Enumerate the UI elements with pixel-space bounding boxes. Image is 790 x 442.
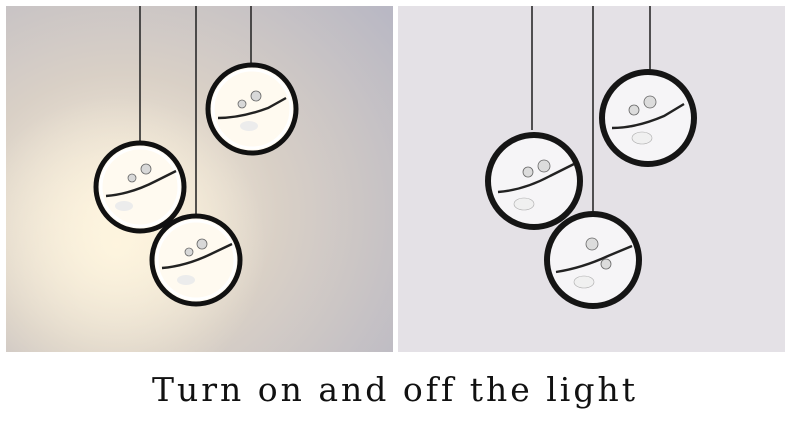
blossom: [250, 90, 262, 102]
lamp-ring: [485, 132, 583, 230]
blossom: [127, 173, 137, 183]
bird: [631, 131, 653, 145]
caption-text: Turn on and off the light: [151, 370, 638, 409]
branch: [611, 102, 685, 130]
photo-light-off: [398, 6, 785, 352]
branch: [497, 162, 575, 194]
bird: [573, 275, 595, 289]
blossom: [196, 238, 208, 250]
branch: [555, 244, 633, 274]
blossom: [522, 166, 534, 178]
pendant-lamps-on-image: [6, 6, 393, 352]
photo-light-on: [6, 6, 393, 352]
branch: [217, 96, 287, 120]
branch: [105, 169, 177, 198]
bird: [115, 201, 133, 211]
lamp-ring: [205, 62, 299, 156]
blossom: [643, 95, 657, 109]
bird: [240, 121, 258, 131]
branch: [161, 242, 233, 270]
blossom: [140, 163, 152, 175]
bird: [513, 197, 535, 211]
lamp-ring: [544, 211, 642, 309]
blossom: [628, 104, 640, 116]
bird: [177, 275, 195, 285]
blossom: [600, 258, 612, 270]
lamp-ring: [93, 140, 187, 234]
blossom: [537, 159, 551, 173]
lamp-ring: [149, 213, 243, 307]
pendant-lamps-off-image: [398, 6, 785, 352]
blossom: [184, 247, 194, 257]
lamp-ring: [599, 69, 697, 167]
blossom: [585, 237, 599, 251]
blossom: [237, 99, 247, 109]
